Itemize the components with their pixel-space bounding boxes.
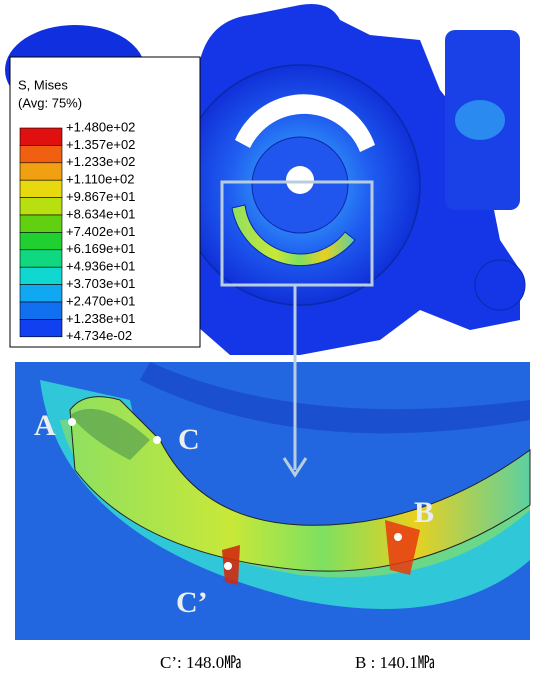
legend-level: +8.634e+01: [66, 206, 135, 221]
point-label: A: [34, 409, 56, 442]
legend-level: +1.110e+02: [66, 172, 134, 187]
legend-swatch: [20, 180, 62, 197]
legend-swatch: [20, 267, 62, 284]
legend-level: +1.238e+01: [66, 311, 135, 326]
legend-level: +4.734e-02: [66, 328, 132, 343]
caption: C’: 148.0㎫: [160, 653, 241, 672]
point-label: C’: [176, 586, 208, 619]
legend-level: +1.480e+02: [66, 119, 135, 134]
legend-swatch: [20, 250, 62, 267]
legend-swatch: [20, 302, 62, 319]
legend-level: +1.357e+02: [66, 137, 135, 152]
legend-level: +4.936e+01: [66, 259, 135, 274]
legend-title: S, Mises: [18, 77, 68, 92]
legend-level: +9.867e+01: [66, 189, 135, 204]
legend-swatch: [20, 163, 62, 180]
legend-swatch: [20, 128, 62, 145]
model-zoom: A C C’ B: [15, 362, 530, 640]
point-label: C: [178, 423, 200, 456]
legend-swatch: [20, 198, 62, 215]
legend-subtitle: (Avg: 75%): [18, 95, 82, 110]
legend-level: +1.233e+02: [66, 154, 135, 169]
legend-level: +3.703e+01: [66, 276, 135, 291]
legend-level: +6.169e+01: [66, 241, 135, 256]
caption: B : 140.1㎫: [355, 653, 435, 672]
legend-level: +7.402e+01: [66, 224, 135, 239]
legend: S, Mises (Avg: 75%) +1.480e+02 +1.357e+02…: [10, 57, 200, 347]
legend-swatch: [20, 215, 62, 232]
legend-swatch: [20, 319, 62, 336]
point-label: B: [414, 496, 434, 529]
legend-swatch: [20, 285, 62, 302]
legend-level: +2.470e+01: [66, 293, 135, 308]
legend-swatch: [20, 232, 62, 249]
figure: S, Mises (Avg: 75%) +1.480e+02 +1.357e+02…: [0, 0, 547, 677]
legend-swatch: [20, 145, 62, 162]
